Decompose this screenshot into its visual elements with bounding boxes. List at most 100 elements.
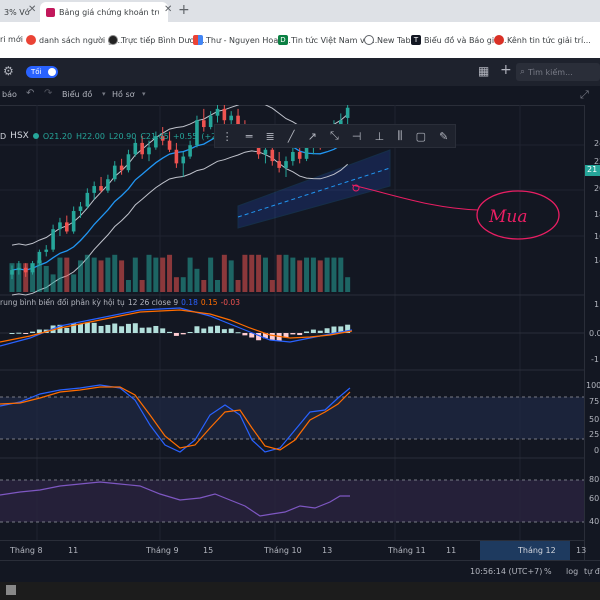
redo-icon[interactable]: ↷ — [44, 88, 53, 99]
app-toolbar: ⚙ Tối ▦ + ⌕ Tìm kiếm... — [0, 58, 600, 87]
candle-body — [30, 263, 35, 273]
symbol-exchange[interactable]: HSX — [10, 131, 29, 141]
theme-toggle[interactable]: Tối — [26, 66, 58, 78]
chart-canvas[interactable]: Mua — [0, 105, 584, 560]
candle-body — [297, 152, 302, 159]
annotation-anchor[interactable] — [352, 184, 360, 192]
price-axis[interactable]: 24 22 21 20 18 16 14 1 0.0 -1 100 75 50 … — [584, 105, 600, 560]
add-icon[interactable]: + — [500, 62, 512, 78]
macd-legend[interactable]: rung bình biến đổi phân kỳ hội tụ 12 26 … — [0, 298, 240, 307]
bookmark-item[interactable]: danh sách người gi... — [26, 35, 123, 45]
undo-icon[interactable]: ↶ — [26, 88, 35, 99]
chart-menu[interactable]: Biểu đồ — [62, 90, 93, 99]
time-tick: 13 — [576, 546, 587, 555]
volume-bar — [57, 257, 63, 292]
volume-bar — [262, 257, 268, 292]
macd-histogram-bar — [30, 331, 36, 333]
price-tick: 24 — [594, 139, 600, 148]
ray-icon[interactable]: ↗ — [307, 129, 317, 143]
macd-histogram-bar — [221, 329, 227, 333]
candle-body — [195, 120, 199, 146]
browser-tab[interactable]: 3% Vớ — [0, 2, 32, 22]
macd-histogram-bar — [105, 324, 111, 333]
bookmark-item[interactable]: Trực tiếp Bình Dươn... — [108, 35, 207, 45]
bookmark-item[interactable]: T Biểu đồ và Báo giá... — [411, 35, 507, 45]
candle-body — [291, 152, 295, 162]
log-scale-toggle[interactable]: log — [566, 567, 579, 576]
annotation-text[interactable]: Mua — [488, 207, 528, 227]
volume-bar — [345, 277, 351, 292]
drag-handle-icon[interactable]: ⋮ — [221, 129, 233, 143]
macd-line — [0, 307, 353, 347]
rectangle-icon[interactable]: ▢ — [415, 129, 426, 143]
macd-tick: -1 — [591, 355, 599, 364]
macd-histogram-bar — [23, 333, 29, 334]
volume-bar — [132, 257, 138, 292]
price-tick: 18 — [594, 210, 600, 219]
price-range-icon[interactable]: ⊣ — [351, 129, 362, 143]
close-icon[interactable]: ✕ — [28, 4, 37, 15]
volume-bar — [201, 280, 207, 292]
search-box[interactable]: ⌕ Tìm kiếm... — [516, 63, 600, 81]
volume-bar — [23, 263, 29, 292]
clock-readout[interactable]: 10:56:14 (UTC+7) — [470, 567, 543, 576]
new-tab-icon[interactable]: + — [178, 2, 190, 18]
macd-histogram-bar — [57, 324, 63, 333]
profile-menu[interactable]: Hồ sơ — [112, 90, 135, 99]
fullscreen-icon[interactable]: ⤢ — [580, 88, 589, 101]
bookmark-item[interactable]: ri mới — [0, 35, 23, 44]
parallel-channel-icon[interactable]: ≣ — [265, 129, 275, 143]
price-tick: 14 — [594, 256, 600, 265]
candle-body — [23, 267, 28, 273]
chevron-down-icon[interactable]: ▾ — [142, 90, 146, 98]
gear-icon[interactable]: ⚙ — [3, 64, 14, 78]
volume-bar — [180, 277, 186, 292]
volume-bar — [160, 257, 166, 292]
macd-histogram-bar — [160, 328, 166, 333]
macd-histogram-bar — [78, 324, 83, 333]
start-icon[interactable] — [6, 585, 16, 595]
time-axis[interactable]: Tháng 8 11 Tháng 9 15 Tháng 10 13 Tháng … — [0, 540, 587, 561]
ohlc-high: H22.00 — [76, 131, 105, 141]
auto-scale-toggle[interactable]: tự độ — [584, 567, 600, 576]
macd-histogram-bar — [228, 328, 234, 333]
browser-tab-label: 3% Vớ — [4, 7, 30, 17]
candle-body — [106, 179, 110, 191]
volume-bar — [324, 257, 330, 292]
volume-bar — [304, 257, 310, 292]
volume-bar — [91, 257, 97, 292]
trend-line-icon[interactable]: ╱ — [287, 129, 295, 143]
macd-value: 0.18 — [181, 298, 198, 307]
report-menu[interactable]: báo — [2, 90, 17, 99]
globe-icon — [364, 35, 374, 45]
candle-body — [119, 165, 124, 171]
layout-grid-icon[interactable]: ▦ — [478, 64, 490, 78]
brush-icon[interactable]: ✎ — [439, 129, 449, 143]
bookmark-item[interactable]: Thư - Nguyen Hoan... — [193, 35, 291, 45]
stochastic-band — [0, 397, 584, 439]
volume-bar — [153, 257, 159, 292]
chevron-down-icon[interactable]: ▾ — [102, 90, 106, 98]
macd-histogram-bar — [338, 326, 344, 333]
macd-histogram-bar — [153, 325, 159, 333]
close-icon[interactable]: ✕ — [164, 4, 173, 15]
volume-bar — [215, 280, 220, 292]
annotation-circle[interactable] — [476, 190, 560, 240]
browser-tab-active[interactable]: Bảng giá chứng khoán trực tuyến — [40, 2, 168, 22]
volume-bar — [256, 254, 262, 292]
stochastic-tick: 100 — [586, 381, 600, 390]
bookmark-item[interactable]: Kênh tin tức giải trí... — [494, 35, 591, 45]
macd-histogram-bar — [331, 326, 337, 333]
date-range-icon[interactable]: ⊥ — [374, 129, 385, 143]
horizontal-line-icon[interactable]: ═ — [245, 129, 253, 143]
percent-scale-toggle[interactable]: % — [544, 567, 552, 576]
bookmark-item[interactable]: New Tab — [364, 35, 411, 45]
macd-histogram-bar — [297, 333, 303, 336]
macd-histogram-bar — [132, 323, 138, 333]
bookmark-item[interactable]: D Tin tức Việt Nam và... — [278, 35, 377, 45]
extended-line-icon[interactable]: ⤡ — [329, 129, 339, 142]
annotation-arrow[interactable] — [351, 184, 479, 211]
parallel-channel[interactable] — [237, 149, 391, 229]
volume-bar — [228, 260, 234, 292]
bars-pattern-icon[interactable]: ⫼ — [397, 129, 403, 142]
